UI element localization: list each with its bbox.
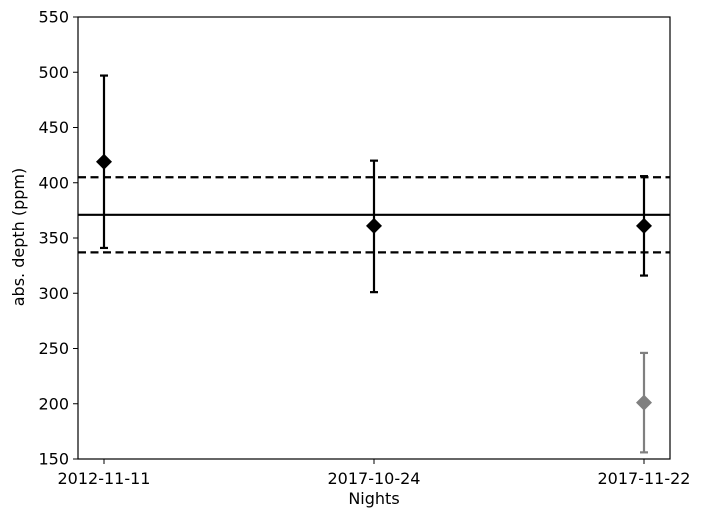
x-tick-label: 2017-10-24	[328, 469, 421, 488]
diamond-marker	[636, 394, 652, 411]
diamond-marker	[96, 153, 112, 170]
x-axis-label: Nights	[348, 489, 399, 508]
x-tick-label: 2017-11-22	[598, 469, 691, 488]
x-axis-ticks: 2012-11-11 2017-10-24 2017-11-22	[58, 459, 691, 488]
y-tick-label: 350	[38, 229, 69, 248]
diamond-marker	[636, 217, 652, 234]
data-markers	[96, 153, 652, 411]
error-bars	[100, 74, 648, 454]
x-tick-label: 2012-11-11	[58, 469, 151, 488]
y-tick-label: 150	[38, 450, 69, 469]
y-axis-ticks: 150 200 250 300 350 400 450 500 550	[38, 8, 78, 469]
y-tick-label: 400	[38, 173, 69, 192]
y-tick-label: 450	[38, 118, 69, 137]
y-tick-label: 250	[38, 339, 69, 358]
y-tick-label: 300	[38, 284, 69, 303]
y-tick-label: 550	[38, 8, 69, 27]
diamond-marker	[366, 217, 382, 234]
y-tick-label: 500	[38, 63, 69, 82]
y-axis-label: abs. depth (ppm)	[9, 168, 28, 307]
y-tick-label: 200	[38, 394, 69, 413]
